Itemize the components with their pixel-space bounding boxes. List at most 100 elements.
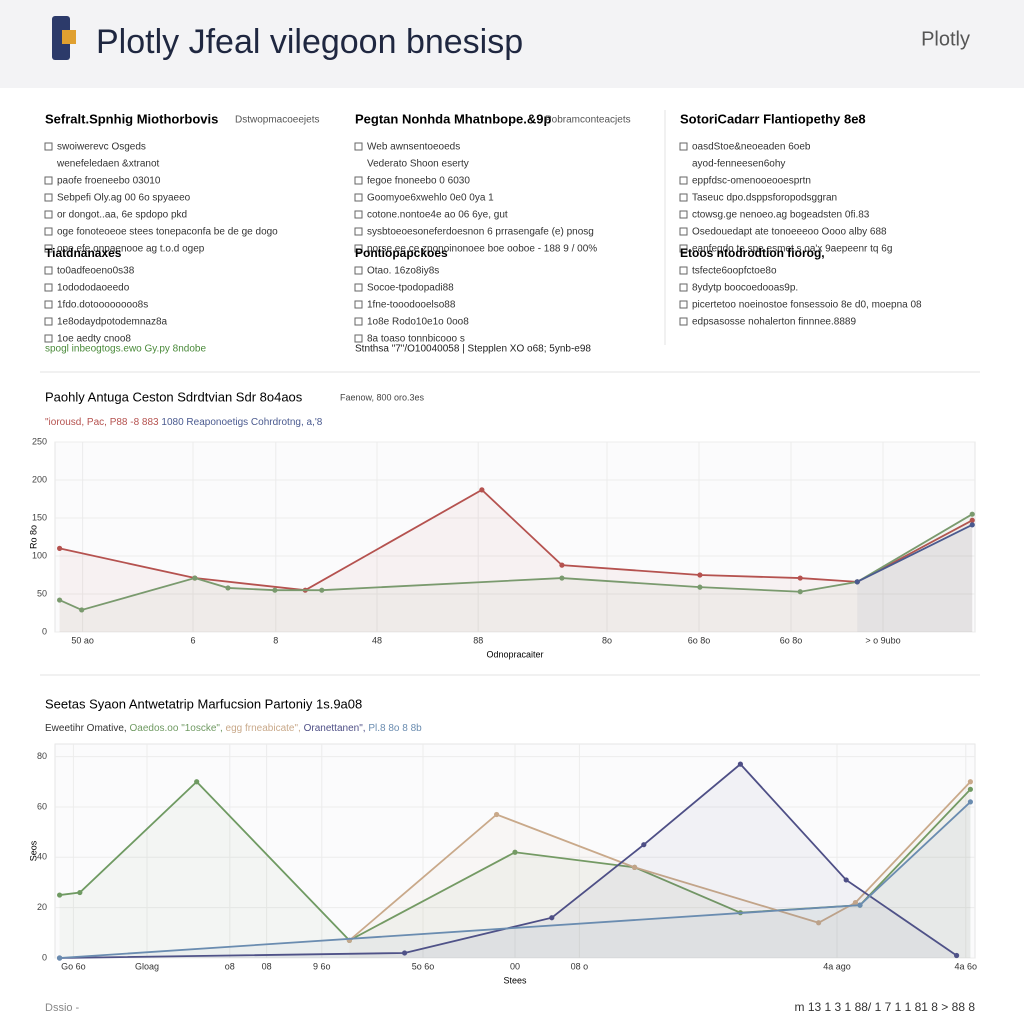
x-axis-label: Odnopracaiter <box>486 649 543 659</box>
panel-item: fegoe fnoneebo 0 6030 <box>367 176 470 187</box>
area <box>59 514 973 632</box>
panel-item: cotone.nontoe4e ao 06 6ye, gut <box>367 210 508 221</box>
y-tick-label: 200 <box>32 474 47 484</box>
point <box>319 587 325 593</box>
section-item: picertetoo noeinostoe fonsessoio 8e d0, … <box>692 300 922 311</box>
legend-entry[interactable]: Oaedos.oo "1oscke", <box>129 723 222 734</box>
x-tick-label: 6o 8o <box>688 635 711 645</box>
x-tick-label: 88 <box>473 635 483 645</box>
header-title: Plotly Jfeal vilegoon bnesisp <box>96 23 523 61</box>
checkbox <box>679 227 688 236</box>
y-tick-label: 40 <box>37 852 47 862</box>
y-tick-label: 50 <box>37 588 47 598</box>
x-tick-label: Gloag <box>135 961 159 971</box>
area <box>349 781 971 958</box>
y-tick-label: 20 <box>37 902 47 912</box>
legend-entry[interactable]: Oranettanen", <box>304 723 366 734</box>
area <box>59 764 957 958</box>
x-tick-label: 6 <box>190 635 195 645</box>
panel-item: Web awnsentoeoeds <box>367 142 460 153</box>
panel-item: oge fonoteoeoe stees tonepaconfa be de g… <box>57 227 278 238</box>
checkbox <box>44 210 53 219</box>
point <box>697 584 703 590</box>
panel-item: Osedouedapt ate tonoeeeoo Oooo alby 688 <box>692 227 887 238</box>
checkbox <box>354 210 363 219</box>
header-logo[interactable]: Plotly <box>921 28 970 50</box>
section-item: edpsasosse nohalerton finnnee.8889 <box>692 317 856 328</box>
point <box>194 779 200 785</box>
checkbox <box>354 244 363 253</box>
panel-title: Pegtan Nonhda Mhatnbope.&9p <box>355 111 552 126</box>
point <box>967 786 974 792</box>
legend-entry[interactable]: Pl.8 8o 8 8b <box>368 723 422 734</box>
point <box>843 877 849 883</box>
checkbox <box>679 244 688 253</box>
section-item: to0adfeoeno0s38 <box>57 266 135 277</box>
checkbox <box>679 176 688 185</box>
panel-title: Sefralt.Spnhig Miothorbovis <box>45 111 218 126</box>
point <box>402 950 408 956</box>
x-tick-label: 00 <box>510 961 520 971</box>
point <box>797 575 803 581</box>
checkbox <box>44 193 53 202</box>
checkbox <box>354 317 363 326</box>
area <box>59 489 973 632</box>
y-tick-label: 150 <box>32 512 47 522</box>
chart-subtitle: Eweetihr Omative, Oaedos.oo "1oscke", eg… <box>45 723 422 734</box>
panel-item: ayod-fenneesen6ohy <box>692 159 785 170</box>
panel-item: Vederato Shoon eserty <box>367 159 469 170</box>
section-title: Tiatdnanaxes <box>45 246 122 260</box>
panel-title: SotoriCadarr Flantiopethy 8e8 <box>680 111 866 126</box>
panel-footer: spogl inbeogtogs.ewo Gy.py 8ndobe <box>45 344 206 355</box>
pager[interactable]: m 13 1 3 1 88/ 1 7 1 1 81 8 > 88 8 <box>795 1000 976 1014</box>
checkbox <box>679 283 688 292</box>
point <box>969 522 975 528</box>
section-title: Pontiopapckoes <box>355 246 448 260</box>
logo-icon <box>62 30 76 44</box>
panel-item: Taseuc dpo.dsppsforopodsggran <box>692 193 837 204</box>
section-item: 8a toaso tonnbicooo s <box>367 334 465 345</box>
plot-area <box>54 441 976 633</box>
point <box>967 779 974 785</box>
point <box>79 607 85 613</box>
point <box>57 892 63 898</box>
legend-entry[interactable]: Eweetihr Omative, <box>45 723 127 734</box>
section-item: Otao. 16zo8iy8s <box>367 266 439 277</box>
y-tick-label: 80 <box>37 751 47 761</box>
x-tick-label: 8o <box>602 635 612 645</box>
x-tick-label: 6o 8o <box>780 635 803 645</box>
x-tick-label: 5o 6o <box>412 961 435 971</box>
area <box>857 524 973 632</box>
point <box>697 572 703 578</box>
checkbox <box>679 266 688 275</box>
legend-entry[interactable]: 1080 Reaponoetigs Cohrdrotng, a,'8 <box>161 417 322 428</box>
line <box>856 524 973 583</box>
checkbox <box>354 266 363 275</box>
y-tick-label: 100 <box>32 550 47 560</box>
chart-subtitle: "iorousd, Pac, P88 -8 883 1080 Reaponoet… <box>45 417 323 428</box>
x-tick-label: 50 ao <box>71 635 94 645</box>
section-item: tsfecte6oopfctoe8o <box>692 266 777 277</box>
y-axis-label: Ro 8o <box>28 525 38 549</box>
chart-title: Paohly Antuga Ceston Sdrdtvian Sdr 8o4ao… <box>45 389 303 404</box>
legend-entry[interactable]: egg frneabicate", <box>226 723 301 734</box>
point <box>192 575 198 581</box>
section-item: Socoe-tpodopadi88 <box>367 283 454 294</box>
legend-entry[interactable]: "iorousd, Pac, P88 -8 883 <box>45 417 159 428</box>
point <box>852 900 859 906</box>
x-tick-label: 9 6o <box>313 961 331 971</box>
x-tick-label: 08 o <box>571 961 589 971</box>
panel-item: eppfdsc-omenooeooesprtn <box>692 176 811 187</box>
panel-item: ope efe onpaenooe ag t.o.d ogep <box>57 244 205 255</box>
point <box>954 952 960 959</box>
point <box>57 597 63 603</box>
header-bar <box>0 0 1024 88</box>
point <box>632 864 638 870</box>
x-tick-label: 4a 6o <box>955 961 978 971</box>
point <box>479 487 485 493</box>
checkbox <box>44 142 53 151</box>
panel-tag: Pobramconteacjets <box>545 115 631 126</box>
chart-title: Seetas Syaon Antwetatrip Marfucsion Part… <box>45 696 362 711</box>
section-item: 1e8odaydpotodemnaz8a <box>57 317 168 328</box>
